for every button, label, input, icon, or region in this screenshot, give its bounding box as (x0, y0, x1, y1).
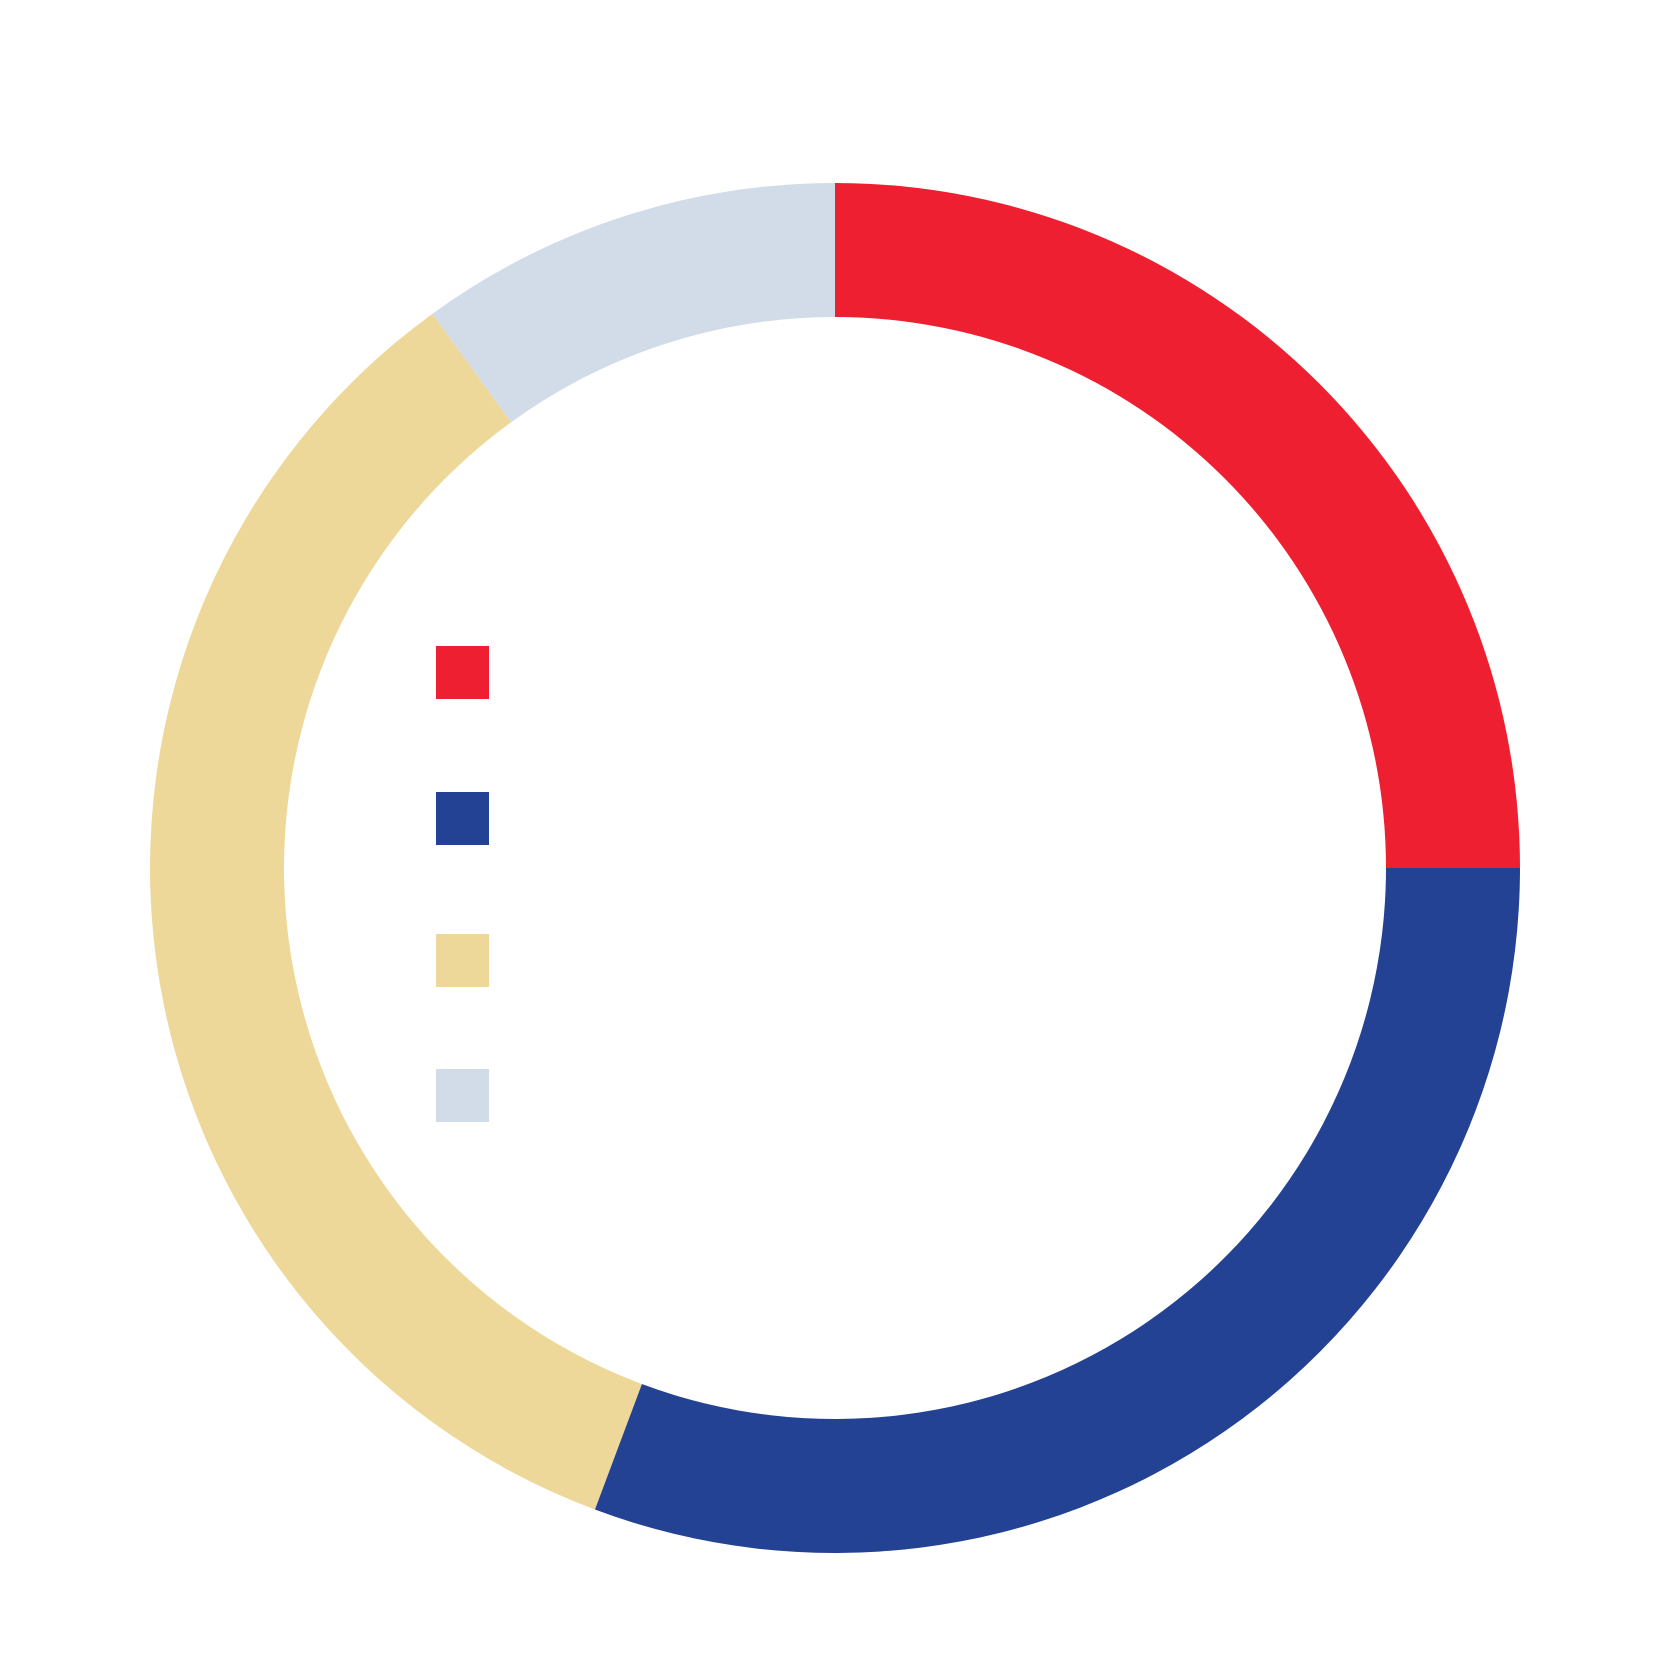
donut-slice-3 (150, 313, 642, 1510)
slices-layer (150, 183, 1520, 1553)
chart-legend (436, 646, 489, 1122)
legend-swatch-2 (436, 792, 489, 845)
donut-slice-4 (432, 183, 835, 423)
donut-slice-1 (835, 183, 1520, 868)
legend-swatch-3 (436, 934, 489, 987)
legend-swatch-1 (436, 646, 489, 699)
legend-swatch-4 (436, 1069, 489, 1122)
donut-slice-2 (594, 868, 1520, 1553)
